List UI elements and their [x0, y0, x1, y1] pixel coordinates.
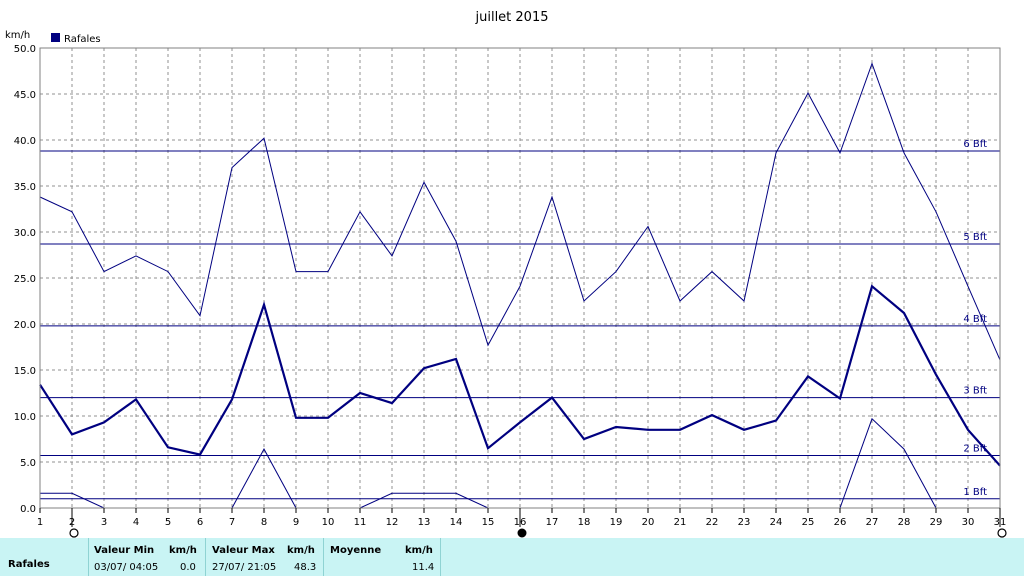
- x-tick-label: 17: [546, 517, 559, 528]
- axes: 0.0 5.0 10.0 15.0 20.0 25.0 30.0 35.0 40.0 45.0 50…: [14, 44, 1007, 528]
- x-tick-label: 29: [930, 517, 943, 528]
- x-tick-label: 25: [802, 517, 815, 528]
- x-tick-label: 10: [322, 517, 335, 528]
- x-tick-label: 18: [578, 517, 591, 528]
- legend-swatch: [51, 33, 60, 42]
- y-axis-label: km/h: [5, 30, 30, 41]
- beaufort-label: 2 Bft: [963, 444, 987, 455]
- x-tick-label: 15: [482, 517, 495, 528]
- y-tick-label: 30.0: [14, 228, 36, 239]
- stats-divider: [440, 538, 441, 576]
- max-value: 48.3: [294, 562, 317, 573]
- x-tick-label: 12: [386, 517, 399, 528]
- stats-panel: Rafales Valeur Min km/h 03/07/ 04:05 0.0…: [0, 538, 1024, 576]
- x-tick-label: 22: [706, 517, 719, 528]
- x-tick-label: 9: [293, 517, 299, 528]
- x-tick-label: 28: [898, 517, 911, 528]
- y-tick-label: 25.0: [14, 274, 36, 285]
- stats-series-label: Rafales: [8, 559, 50, 570]
- x-tick-label: 5: [165, 517, 171, 528]
- y-tick-label: 40.0: [14, 136, 36, 147]
- min-unit: km/h: [169, 545, 197, 556]
- y-tick-label: 10.0: [14, 412, 36, 423]
- x-tick-label: 27: [866, 517, 879, 528]
- x-tick-label: 7: [229, 517, 235, 528]
- wind-chart: juillet 2015 km/h Rafales 1 Bft 2 Bft 3 Bf…: [5, 10, 1007, 538]
- x-tick-label: 4: [133, 517, 139, 528]
- x-tick-label: 8: [261, 517, 267, 528]
- beaufort-label: 5 Bft: [963, 232, 987, 243]
- x-tick-label: 13: [418, 517, 431, 528]
- beaufort-label: 3 Bft: [963, 386, 987, 397]
- chart-title: juillet 2015: [475, 10, 549, 25]
- stats-divider: [88, 538, 89, 576]
- y-tick-label: 0.0: [20, 504, 36, 515]
- x-tick-label: 20: [642, 517, 655, 528]
- stats-divider: [323, 538, 324, 576]
- series-line-avg: [39, 284, 1001, 467]
- y-tick-label: 15.0: [14, 366, 36, 377]
- x-tick-label: 26: [834, 517, 847, 528]
- y-tick-label: 5.0: [20, 458, 36, 469]
- stats-divider: [205, 538, 206, 576]
- y-tick-label: 45.0: [14, 90, 36, 101]
- x-tick-label: 1: [37, 517, 43, 528]
- x-tick-label: 30: [962, 517, 975, 528]
- y-tick-label: 20.0: [14, 320, 36, 331]
- max-date: 27/07/ 21:05: [212, 562, 277, 573]
- beaufort-label: 1 Bft: [963, 487, 987, 498]
- min-date: 03/07/ 04:05: [94, 562, 159, 573]
- y-tick-label: 50.0: [14, 44, 36, 55]
- x-tick-label: 21: [674, 517, 687, 528]
- x-tick-label: 3: [101, 517, 107, 528]
- moon-phases: [69, 513, 1007, 538]
- min-value: 0.0: [180, 562, 196, 573]
- avg-header: Moyenne: [330, 545, 382, 556]
- x-tick-label: 6: [197, 517, 203, 528]
- max-header: Valeur Max: [212, 545, 275, 556]
- legend-label: Rafales: [64, 34, 101, 45]
- avg-unit: km/h: [405, 545, 433, 556]
- full-moon-icon: [69, 528, 79, 538]
- beaufort-label: 4 Bft: [963, 314, 987, 325]
- x-tick-label: 14: [450, 517, 463, 528]
- x-tick-label: 11: [354, 517, 367, 528]
- beaufort-lines: 1 Bft 2 Bft 3 Bft 4 Bft 5 Bft 6 Bft: [40, 139, 1000, 500]
- full-moon-icon: [997, 528, 1007, 538]
- series: [39, 62, 1001, 509]
- avg-value: 11.4: [412, 562, 435, 573]
- max-unit: km/h: [287, 545, 315, 556]
- y-tick-label: 35.0: [14, 182, 36, 193]
- new-moon-icon: [517, 528, 527, 538]
- min-header: Valeur Min: [94, 545, 155, 556]
- beaufort-label: 6 Bft: [963, 139, 987, 150]
- series-line-max: [39, 62, 1001, 361]
- x-tick-label: 19: [610, 517, 623, 528]
- x-tick-label: 23: [738, 517, 751, 528]
- grid: [40, 48, 1000, 508]
- x-tick-label: 24: [770, 517, 783, 528]
